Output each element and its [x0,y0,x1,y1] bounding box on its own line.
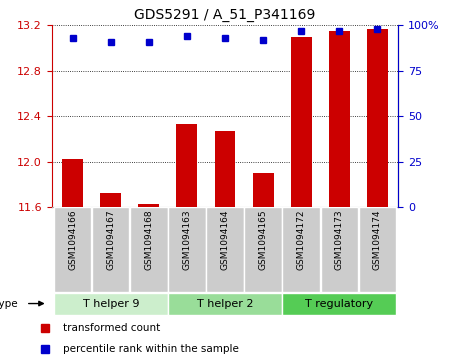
Text: transformed count: transformed count [63,323,160,333]
Bar [283,207,320,292]
Text: T helper 2: T helper 2 [197,298,253,309]
Text: cell type: cell type [0,298,18,309]
Title: GDS5291 / A_51_P341169: GDS5291 / A_51_P341169 [134,8,316,22]
Bar [359,207,396,292]
Bar [176,124,198,207]
Bar [54,293,167,315]
Text: GSM1094173: GSM1094173 [335,209,344,270]
Text: T helper 9: T helper 9 [82,298,139,309]
Text: percentile rank within the sample: percentile rank within the sample [63,344,239,354]
Text: GSM1094172: GSM1094172 [297,209,306,270]
Bar [139,204,159,207]
Bar [100,193,121,207]
Bar [62,159,83,207]
Bar [329,31,350,207]
Bar [215,131,235,207]
Text: GSM1094167: GSM1094167 [106,209,115,270]
Text: GSM1094174: GSM1094174 [373,209,382,270]
Bar [291,37,311,207]
Text: T regulatory: T regulatory [305,298,374,309]
Text: GSM1094165: GSM1094165 [259,209,268,270]
Bar [92,207,130,292]
Bar [367,29,388,207]
Bar [252,173,274,207]
Text: GSM1094164: GSM1094164 [220,209,230,270]
Bar [283,293,396,315]
Bar [130,207,167,292]
Text: GSM1094168: GSM1094168 [144,209,153,270]
Bar [168,207,206,292]
Text: GSM1094166: GSM1094166 [68,209,77,270]
Bar [54,207,91,292]
Bar [320,207,358,292]
Bar [244,207,282,292]
Bar [207,207,243,292]
Bar [168,293,282,315]
Text: GSM1094163: GSM1094163 [182,209,191,270]
